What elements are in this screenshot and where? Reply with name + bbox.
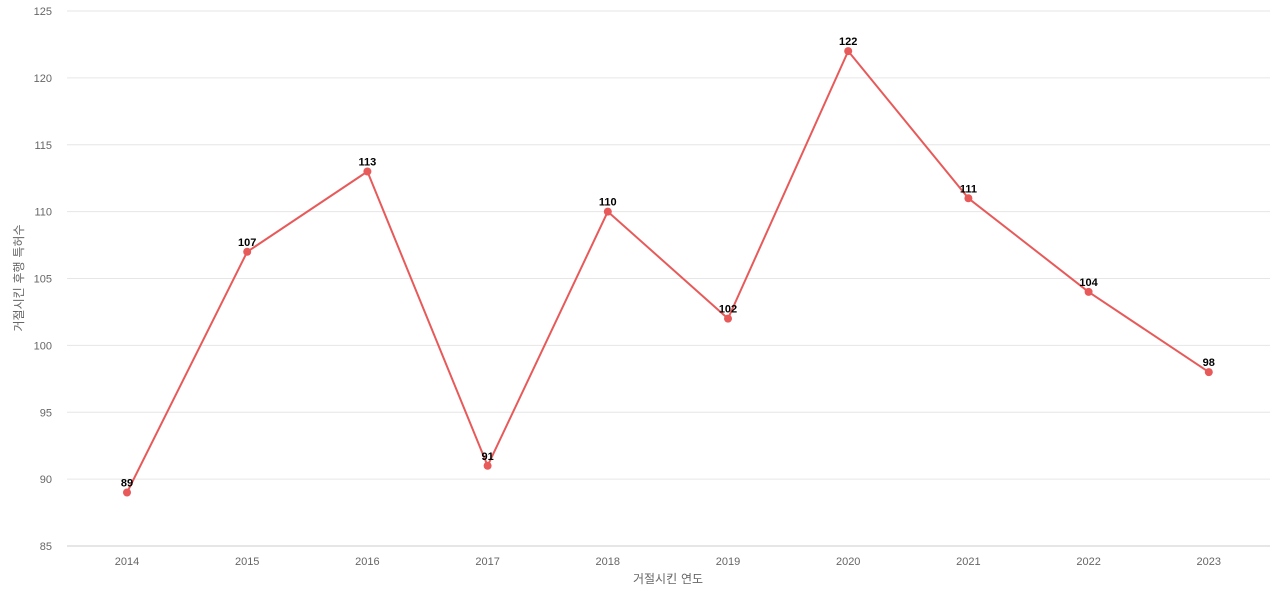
x-tick-label: 2020 — [836, 556, 860, 568]
data-label: 111 — [960, 183, 977, 195]
data-point[interactable] — [1204, 368, 1213, 377]
data-point[interactable] — [483, 461, 492, 470]
y-axis-title: 거절시킨 후행 특허수 — [11, 225, 26, 332]
data-point[interactable] — [1084, 287, 1093, 296]
x-axis-ticks: 2014 2015 2016 2017 2018 2019 2020 2021 2022 2023 — [115, 556, 1221, 568]
x-tick-label: 2018 — [596, 556, 620, 568]
y-tick-label: 95 — [40, 407, 52, 419]
x-tick-label: 2015 — [235, 556, 259, 568]
y-tick-label: 105 — [34, 274, 52, 286]
data-point[interactable] — [964, 194, 973, 203]
y-tick-label: 90 — [40, 474, 52, 486]
data-point[interactable] — [724, 314, 732, 323]
gridlines — [67, 10, 1270, 547]
y-tick-label: 85 — [40, 541, 52, 553]
y-tick-label: 125 — [34, 6, 52, 18]
y-tick-label: 115 — [34, 140, 52, 152]
x-axis-title: 거절시킨 연도 — [633, 572, 703, 586]
y-tick-label: 110 — [34, 207, 52, 219]
x-tick-label: 2014 — [115, 556, 139, 568]
data-point[interactable] — [603, 207, 612, 216]
data-label: 102 — [719, 304, 737, 316]
x-tick-label: 2017 — [475, 556, 499, 568]
data-point[interactable] — [123, 488, 131, 497]
data-label: 122 — [839, 36, 857, 48]
series-layer — [123, 47, 1213, 497]
data-label: 89 — [121, 478, 133, 490]
data-point[interactable] — [363, 167, 372, 176]
y-tick-label: 120 — [34, 73, 52, 85]
y-axis-ticks: 85 90 95 100 105 110 115 120 125 — [34, 6, 52, 553]
data-label: 91 — [481, 451, 493, 463]
x-tick-label: 2021 — [956, 556, 980, 568]
data-label: 107 — [238, 237, 256, 249]
data-label: 98 — [1203, 357, 1215, 369]
data-point[interactable] — [243, 247, 252, 256]
series-line — [126, 50, 1210, 493]
x-tick-label: 2019 — [716, 556, 740, 568]
data-label: 104 — [1079, 277, 1098, 289]
data-labels: 89 107 113 91 110 102 122 111 104 98 — [121, 36, 1215, 489]
data-label: 110 — [599, 197, 617, 209]
data-point[interactable] — [844, 47, 853, 56]
x-tick-label: 2023 — [1197, 556, 1221, 568]
x-tick-label: 2016 — [355, 556, 379, 568]
y-tick-label: 100 — [34, 340, 52, 352]
x-tick-label: 2022 — [1076, 556, 1100, 568]
data-label: 113 — [359, 157, 377, 169]
